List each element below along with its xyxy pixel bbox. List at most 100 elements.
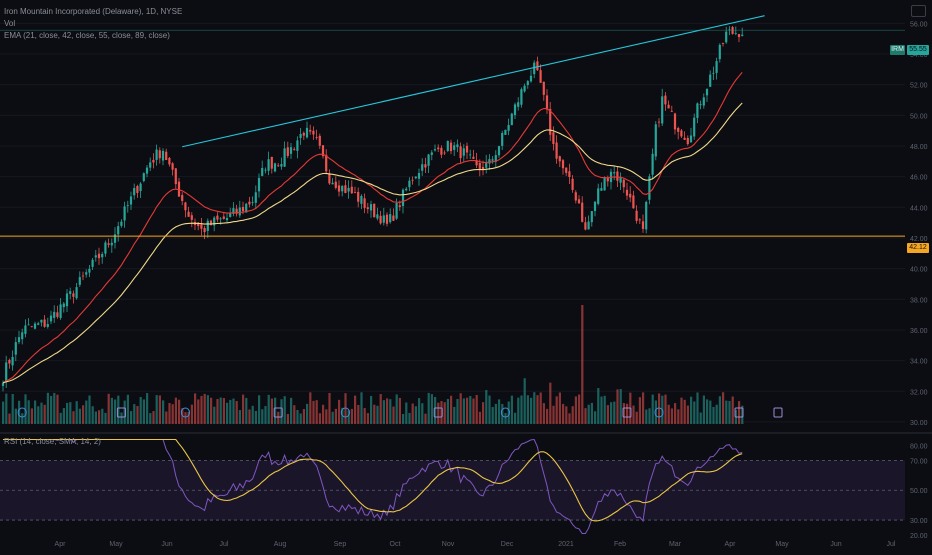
ema-fast-line — [2, 72, 743, 384]
candle-body — [382, 215, 385, 223]
volume-bar — [107, 393, 110, 424]
candle-body — [696, 103, 699, 118]
candle-body — [600, 188, 603, 191]
volume-bar — [408, 412, 411, 424]
candle-body — [629, 193, 632, 198]
volume-bar — [565, 406, 568, 424]
volume-bar — [584, 408, 587, 424]
candle-body — [702, 97, 705, 106]
rsi-y-tick-label: 80.00 — [910, 443, 928, 450]
volume-bar — [706, 399, 709, 424]
candle-body — [5, 362, 8, 382]
volume-bar — [446, 398, 449, 424]
y-tick-label: 34.00 — [910, 359, 928, 366]
volume-bar — [309, 392, 312, 424]
candle-body — [437, 147, 440, 150]
volume-bar — [712, 406, 715, 424]
x-tick-label: Jul — [220, 541, 229, 548]
candle-body — [526, 81, 529, 86]
volume-bar — [658, 393, 661, 424]
candle-body — [673, 113, 677, 130]
volume-bar — [450, 395, 453, 424]
candle-body — [85, 272, 88, 275]
candle-body — [238, 207, 241, 216]
candle-body — [78, 277, 81, 285]
candle-body — [721, 43, 725, 44]
candle-body — [616, 171, 619, 181]
candle-body — [302, 132, 305, 136]
volume-bar — [622, 403, 625, 424]
volume-bar — [59, 412, 62, 424]
volume-bar — [114, 399, 117, 424]
candle-body — [357, 191, 360, 202]
candle-body — [309, 129, 312, 132]
volume-bar — [571, 406, 574, 424]
volume-bar — [171, 404, 174, 424]
volume-bar — [69, 402, 72, 424]
candle-body — [440, 147, 443, 155]
rsi-y-tick-label: 20.00 — [910, 533, 928, 540]
volume-bar — [501, 403, 504, 424]
volume-bar — [152, 411, 155, 424]
volume-bar — [683, 399, 686, 424]
volume-bar — [574, 396, 577, 424]
y-tick-label: 38.00 — [910, 297, 928, 304]
candle-body — [462, 148, 465, 156]
volume-bar — [475, 394, 478, 424]
candle-body — [347, 187, 350, 192]
volume-bar — [645, 409, 648, 424]
candle-body — [465, 145, 469, 153]
volume-bar — [603, 395, 606, 424]
volume-bar — [600, 396, 603, 424]
x-tick-label: May — [775, 541, 789, 548]
candle-body — [139, 183, 142, 192]
volume-bar — [251, 405, 254, 424]
candle-body — [75, 287, 78, 299]
volume-bar — [248, 409, 251, 424]
camera-icon[interactable] — [911, 5, 926, 17]
rsi-ma-line — [3, 438, 743, 522]
candle-body — [414, 176, 417, 179]
candle-body — [1, 382, 5, 386]
candle-body — [577, 199, 581, 204]
volume-bar — [587, 404, 590, 424]
candle-body — [520, 89, 523, 105]
volume-bar — [389, 399, 392, 424]
volume-bar — [427, 392, 430, 424]
candle-body — [248, 201, 251, 205]
volume-bar — [555, 396, 558, 424]
candle-body — [17, 337, 21, 343]
candle-body — [293, 148, 296, 150]
volume-bar — [37, 406, 40, 424]
volume-bar — [558, 392, 561, 424]
candle-body — [123, 206, 126, 221]
candle-body — [120, 221, 123, 226]
candle-body — [501, 132, 504, 146]
candle-body — [536, 61, 539, 71]
candle-body — [197, 222, 200, 227]
candle-body — [718, 44, 721, 60]
candle-body — [395, 202, 398, 219]
candle-body — [398, 205, 401, 208]
volume-bar — [290, 397, 293, 424]
volume-bar — [210, 397, 213, 424]
x-axis-ticks: Apr May Jun Jul Aug Sep Oct Nov Dec 2021 Feb Mar Apr… — [55, 541, 896, 548]
candle-body — [353, 192, 357, 193]
y-tick-label: 32.00 — [910, 389, 928, 396]
candle-body — [270, 156, 273, 169]
candle-body — [187, 211, 190, 217]
volume-bar — [306, 403, 309, 424]
volume-bar — [462, 398, 465, 424]
y-tick-label: 56.00 — [910, 21, 928, 28]
volume-bar — [34, 400, 37, 424]
dividend-icon — [654, 407, 664, 418]
candle-body — [155, 149, 158, 160]
candle-body — [24, 325, 27, 334]
volume-bar — [85, 400, 88, 424]
volume-bar — [232, 398, 235, 424]
volume-bar — [117, 395, 120, 424]
volume-bar — [619, 389, 622, 424]
volume-bar — [725, 400, 728, 424]
